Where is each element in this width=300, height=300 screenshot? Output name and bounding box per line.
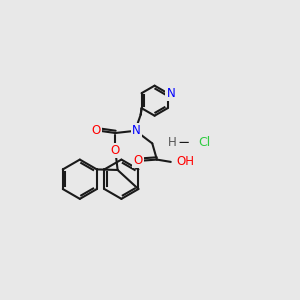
Text: O: O <box>92 124 101 137</box>
Text: H: H <box>168 136 177 149</box>
Text: O: O <box>133 154 142 167</box>
Text: Cl: Cl <box>198 136 211 149</box>
Text: O: O <box>111 144 120 157</box>
Text: N: N <box>167 87 176 100</box>
Text: −: − <box>178 135 190 150</box>
Text: N: N <box>132 124 140 137</box>
Text: OH: OH <box>176 155 194 168</box>
